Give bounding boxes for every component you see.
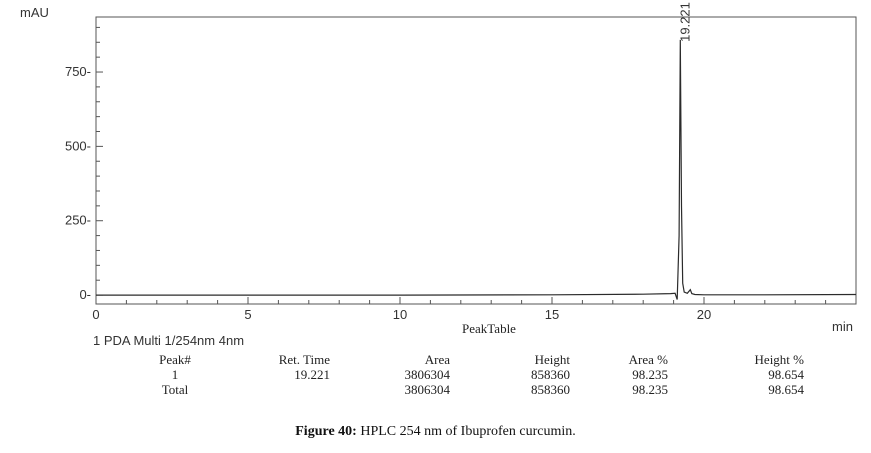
chromatogram-trace — [96, 39, 857, 300]
header-height: Height — [534, 352, 570, 367]
header-area: Area — [424, 352, 450, 367]
cell-ret-time: 19.221 — [294, 367, 330, 382]
caption-text: HPLC 254 nm of Ibuprofen curcumin. — [356, 424, 576, 439]
x-tick-label: 5 — [244, 307, 251, 322]
peak-table-header-row: Peak# Ret. Time Area Height Area % Heigh… — [120, 352, 804, 367]
axis-ticks: 0 5 10 15 20 0- 250- 500- 750- — [65, 26, 857, 322]
peak-label: 19.221 — [677, 2, 692, 42]
cell-area-pct: 98.235 — [632, 382, 668, 397]
cell-peak: 1 — [171, 367, 179, 382]
figure-caption: Figure 40: HPLC 254 nm of Ibuprofen curc… — [0, 424, 871, 440]
header-ret-time: Ret. Time — [278, 352, 330, 367]
cell-height: 858360 — [531, 382, 570, 397]
x-tick-label: 10 — [393, 307, 407, 322]
caption-label: Figure 40: — [295, 424, 357, 439]
cell-peak: Total — [161, 382, 189, 397]
x-axis-label: min — [832, 319, 853, 334]
table-row: 1 19.221 3806304 858360 98.235 98.654 — [120, 367, 804, 382]
y-tick-label: 750- — [65, 64, 91, 79]
header-peak: Peak# — [159, 352, 191, 367]
x-tick-label: 15 — [545, 307, 559, 322]
y-tick-label: 500- — [65, 138, 91, 153]
chromatogram-chart: 0 5 10 15 20 0- 250- 500- 750- mAU min 19.221 — [20, 2, 857, 334]
y-axis-label: mAU — [20, 5, 49, 20]
y-tick-label: 250- — [65, 213, 91, 228]
x-tick-label: 20 — [697, 307, 711, 322]
cell-area-pct: 98.235 — [632, 367, 668, 382]
cell-area: 3806304 — [404, 367, 451, 382]
header-area-pct: Area % — [628, 352, 668, 367]
plot-frame — [95, 16, 857, 305]
y-tick-label: 0- — [79, 287, 91, 302]
cell-area: 3806304 — [404, 382, 451, 397]
header-height-pct: Height % — [754, 352, 804, 367]
x-tick-label: 0 — [92, 307, 99, 322]
cell-height-pct: 98.654 — [768, 382, 804, 397]
peak-table: Peak# Ret. Time Area Height Area % Heigh… — [120, 352, 804, 397]
table-row: Total 3806304 858360 98.235 98.654 — [120, 382, 804, 397]
cell-ret-time — [230, 382, 330, 397]
cell-height: 858360 — [531, 367, 570, 382]
cell-height-pct: 98.654 — [768, 367, 804, 382]
peak-table-title: PeakTable — [462, 321, 516, 336]
detector-label: 1 PDA Multi 1/254nm 4nm — [93, 333, 245, 348]
